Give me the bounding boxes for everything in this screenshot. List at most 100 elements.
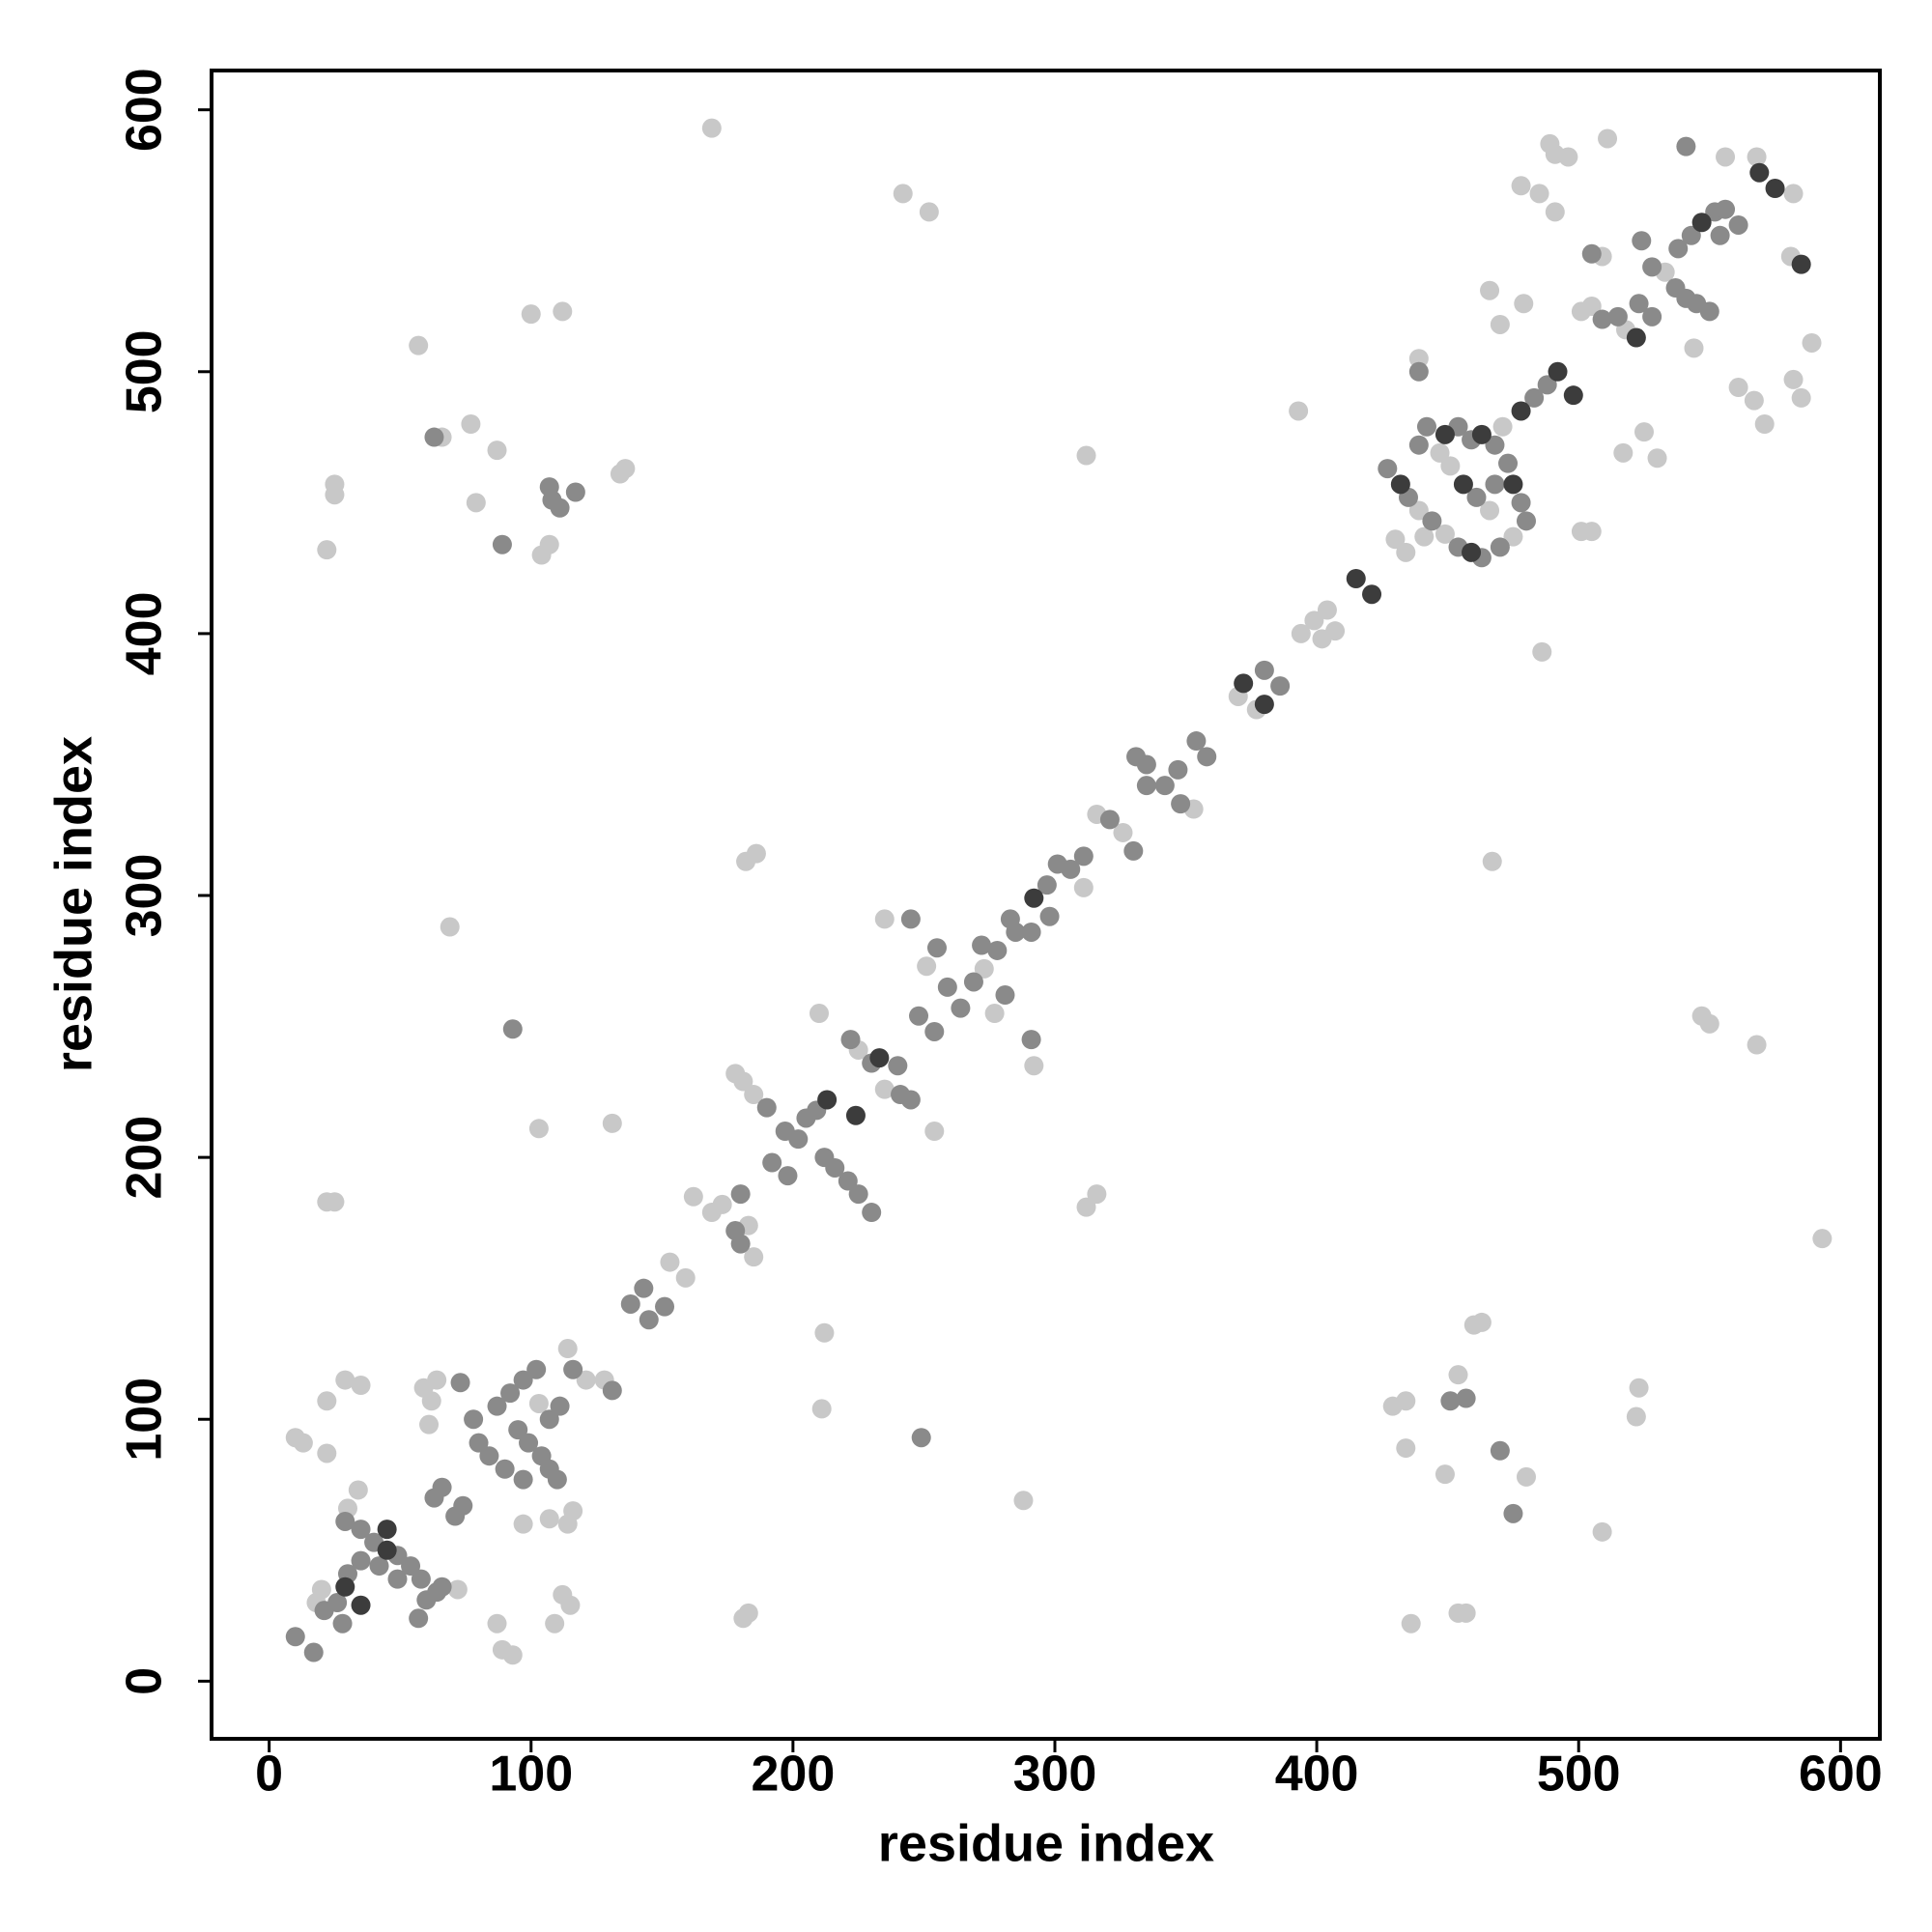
point — [974, 958, 994, 979]
point — [746, 843, 766, 864]
point — [409, 1608, 429, 1629]
point — [995, 985, 1015, 1006]
point — [502, 1645, 523, 1665]
point — [1456, 1388, 1476, 1408]
point — [1716, 199, 1736, 219]
point — [660, 1252, 680, 1272]
point — [825, 1157, 845, 1178]
point — [1099, 810, 1120, 830]
point — [1598, 128, 1618, 149]
point — [778, 1166, 798, 1186]
point — [1325, 621, 1346, 641]
point — [1254, 660, 1274, 680]
point — [466, 493, 486, 513]
point — [492, 534, 512, 554]
point — [909, 1006, 929, 1026]
point — [351, 1375, 371, 1395]
point — [788, 1129, 809, 1150]
point — [1632, 231, 1652, 251]
point — [314, 1601, 334, 1621]
point — [500, 1383, 521, 1404]
point — [1765, 179, 1785, 199]
point — [1456, 1603, 1476, 1623]
point — [1699, 301, 1719, 322]
point — [1414, 526, 1435, 547]
point — [919, 202, 939, 222]
point — [1503, 474, 1523, 495]
point — [838, 1171, 858, 1191]
point — [1408, 435, 1429, 455]
x-tick-label: 300 — [1013, 1747, 1097, 1803]
point — [539, 1409, 559, 1430]
point — [1304, 611, 1324, 631]
point — [513, 1370, 533, 1390]
point — [432, 1477, 452, 1497]
point-series — [335, 162, 1811, 1615]
point — [1490, 314, 1510, 334]
point — [814, 1322, 835, 1343]
point — [602, 1113, 622, 1133]
point — [325, 485, 345, 505]
point — [539, 1509, 559, 1529]
point — [869, 1048, 890, 1068]
x-tick-label: 500 — [1537, 1747, 1621, 1803]
point — [1485, 474, 1505, 495]
point — [1408, 500, 1429, 521]
point — [1791, 387, 1811, 408]
point — [1754, 414, 1775, 435]
point — [762, 1152, 782, 1173]
point — [1480, 500, 1500, 521]
point — [293, 1433, 313, 1453]
point — [1362, 584, 1382, 605]
point — [424, 427, 444, 447]
point — [1516, 511, 1536, 531]
point — [1485, 435, 1505, 455]
point — [1416, 416, 1436, 437]
point — [528, 1393, 549, 1413]
point — [1676, 136, 1696, 156]
point — [811, 1399, 832, 1419]
point — [351, 1520, 371, 1540]
point-series — [285, 136, 1748, 1662]
point — [526, 1359, 547, 1379]
point — [738, 1603, 758, 1623]
point — [1317, 600, 1337, 620]
point — [447, 1579, 468, 1600]
point — [1435, 424, 1455, 444]
point — [874, 1079, 895, 1099]
point — [1532, 641, 1552, 662]
point — [487, 440, 507, 461]
point — [888, 1056, 908, 1076]
point — [924, 1122, 945, 1142]
point — [479, 1446, 499, 1466]
point — [862, 1203, 882, 1223]
point — [840, 1030, 861, 1050]
point — [634, 1278, 654, 1298]
point — [951, 998, 971, 1018]
point — [513, 1514, 533, 1534]
point — [335, 1370, 355, 1390]
y-tick-label: 600 — [117, 68, 173, 152]
point — [701, 118, 722, 138]
point — [401, 1556, 421, 1577]
point — [1171, 794, 1191, 814]
point — [1168, 759, 1188, 780]
point — [1197, 747, 1217, 767]
point — [377, 1540, 397, 1560]
point — [1783, 184, 1804, 204]
point — [1136, 754, 1156, 775]
point — [464, 1409, 484, 1430]
point — [1783, 369, 1804, 389]
point — [615, 459, 636, 479]
point — [1435, 524, 1455, 544]
point — [1462, 542, 1482, 562]
point — [1524, 387, 1545, 408]
point — [1642, 257, 1662, 277]
point — [576, 1370, 596, 1390]
point — [987, 940, 1008, 960]
point — [1548, 361, 1568, 382]
point — [1642, 306, 1662, 327]
point — [1492, 416, 1513, 437]
point — [1626, 327, 1646, 348]
point — [317, 540, 337, 560]
